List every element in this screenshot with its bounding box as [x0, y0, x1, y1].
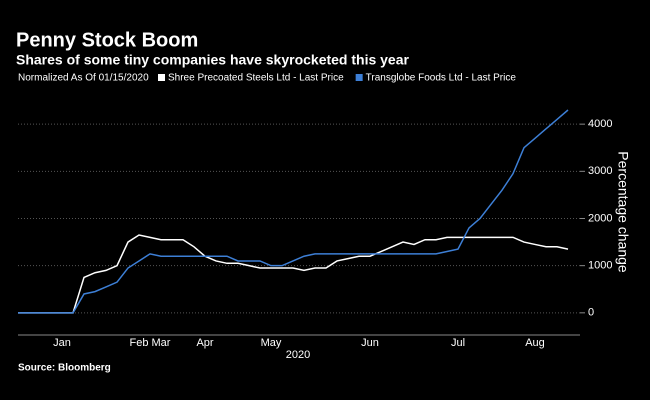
- y-tick-label: 1000: [588, 260, 612, 272]
- y-tick-label: 0: [588, 307, 594, 319]
- chart-subtitle: Shares of some tiny companies have skyro…: [16, 52, 410, 68]
- x-tick-label: Jul: [451, 337, 465, 349]
- x-tick-label: Feb: [130, 337, 149, 349]
- x-tick-label: Mar: [152, 337, 171, 349]
- x-axis-label: 2020: [286, 349, 310, 361]
- x-tick-label: Apr: [196, 337, 213, 349]
- source: Source: Bloomberg: [18, 363, 111, 374]
- y-tick-label: 2000: [588, 212, 612, 224]
- series-line: [18, 234, 569, 314]
- y-tick-label: 3000: [588, 165, 612, 177]
- legend-label: Shree Precoated Steels Ltd - Last Price: [168, 73, 344, 84]
- y-tick-label: 4000: [588, 118, 612, 130]
- series-line: [18, 109, 569, 314]
- x-tick-label: Jan: [53, 337, 71, 349]
- chart-title: Penny Stock Boom: [16, 29, 198, 51]
- legend-swatch: [355, 74, 363, 81]
- legend-swatch: [158, 74, 165, 81]
- legend-title: Normalized As Of 01/15/2020: [18, 73, 149, 84]
- x-tick-label: May: [261, 337, 282, 349]
- x-tick-label: Aug: [525, 337, 545, 349]
- x-tick-label: Jun: [361, 337, 379, 349]
- legend-label: Transglobe Foods Ltd - Last Price: [366, 73, 517, 84]
- y-axis-label: Percentage change: [615, 151, 631, 273]
